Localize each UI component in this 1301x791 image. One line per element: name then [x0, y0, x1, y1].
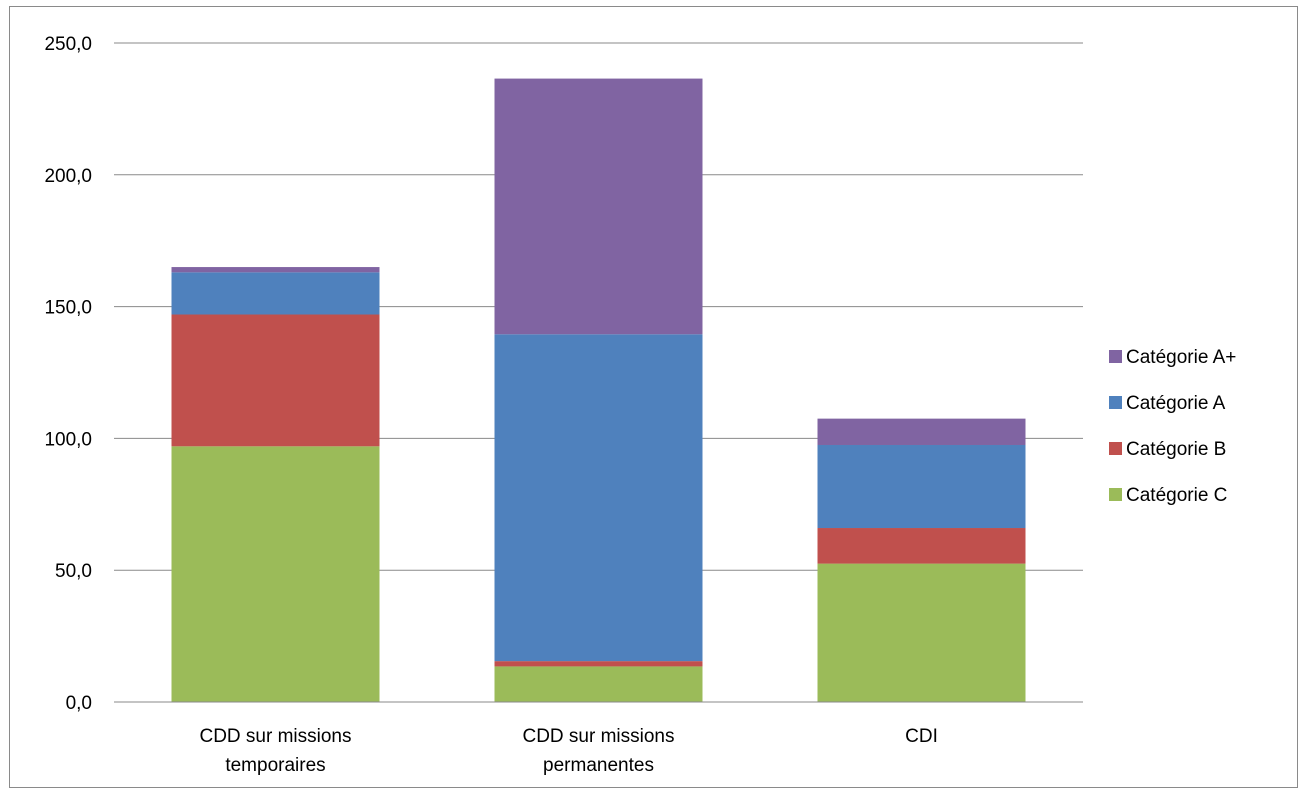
x-category-label: temporaires — [225, 755, 325, 776]
bar-segment — [817, 444, 1026, 529]
bar-segment — [171, 267, 380, 273]
bar-segment — [817, 528, 1026, 564]
bar-segment — [171, 314, 380, 447]
x-axis-category-labels: CDD sur missions temporaires CDD sur missi… — [199, 726, 937, 776]
y-tick-label: 200,0 — [44, 166, 92, 187]
y-tick-label: 0,0 — [66, 693, 92, 714]
bar-segment — [494, 78, 703, 335]
legend-swatch — [1109, 442, 1122, 455]
bars — [171, 78, 1026, 702]
x-category-label: CDD sur missions — [199, 726, 351, 747]
legend-label: Catégorie A — [1126, 393, 1226, 414]
legend-swatch — [1109, 350, 1122, 363]
legend-swatch — [1109, 396, 1122, 409]
bar-segment — [817, 563, 1026, 702]
bar-segment — [171, 446, 380, 702]
bar-segment — [494, 661, 703, 667]
x-category-label: CDI — [905, 726, 938, 747]
x-category-label: CDD sur missions — [522, 726, 674, 747]
x-category-label: permanentes — [543, 755, 654, 776]
y-axis-tick-labels: 0,0 50,0 100,0 150,0 200,0 250,0 — [44, 34, 92, 714]
legend: Catégorie A+ Catégorie A Catégorie B Catégo… — [1109, 347, 1236, 506]
bar-segment — [494, 334, 703, 662]
legend-label: Catégorie C — [1126, 485, 1227, 506]
legend-label: Catégorie A+ — [1126, 347, 1236, 368]
y-tick-label: 50,0 — [55, 561, 92, 582]
bar-segment — [817, 418, 1026, 445]
y-tick-label: 150,0 — [44, 298, 92, 319]
y-tick-label: 100,0 — [44, 429, 92, 450]
bar-segment — [494, 666, 703, 702]
bar-segment — [171, 272, 380, 315]
y-tick-label: 250,0 — [44, 34, 92, 55]
legend-label: Catégorie B — [1126, 439, 1226, 460]
legend-swatch — [1109, 488, 1122, 501]
